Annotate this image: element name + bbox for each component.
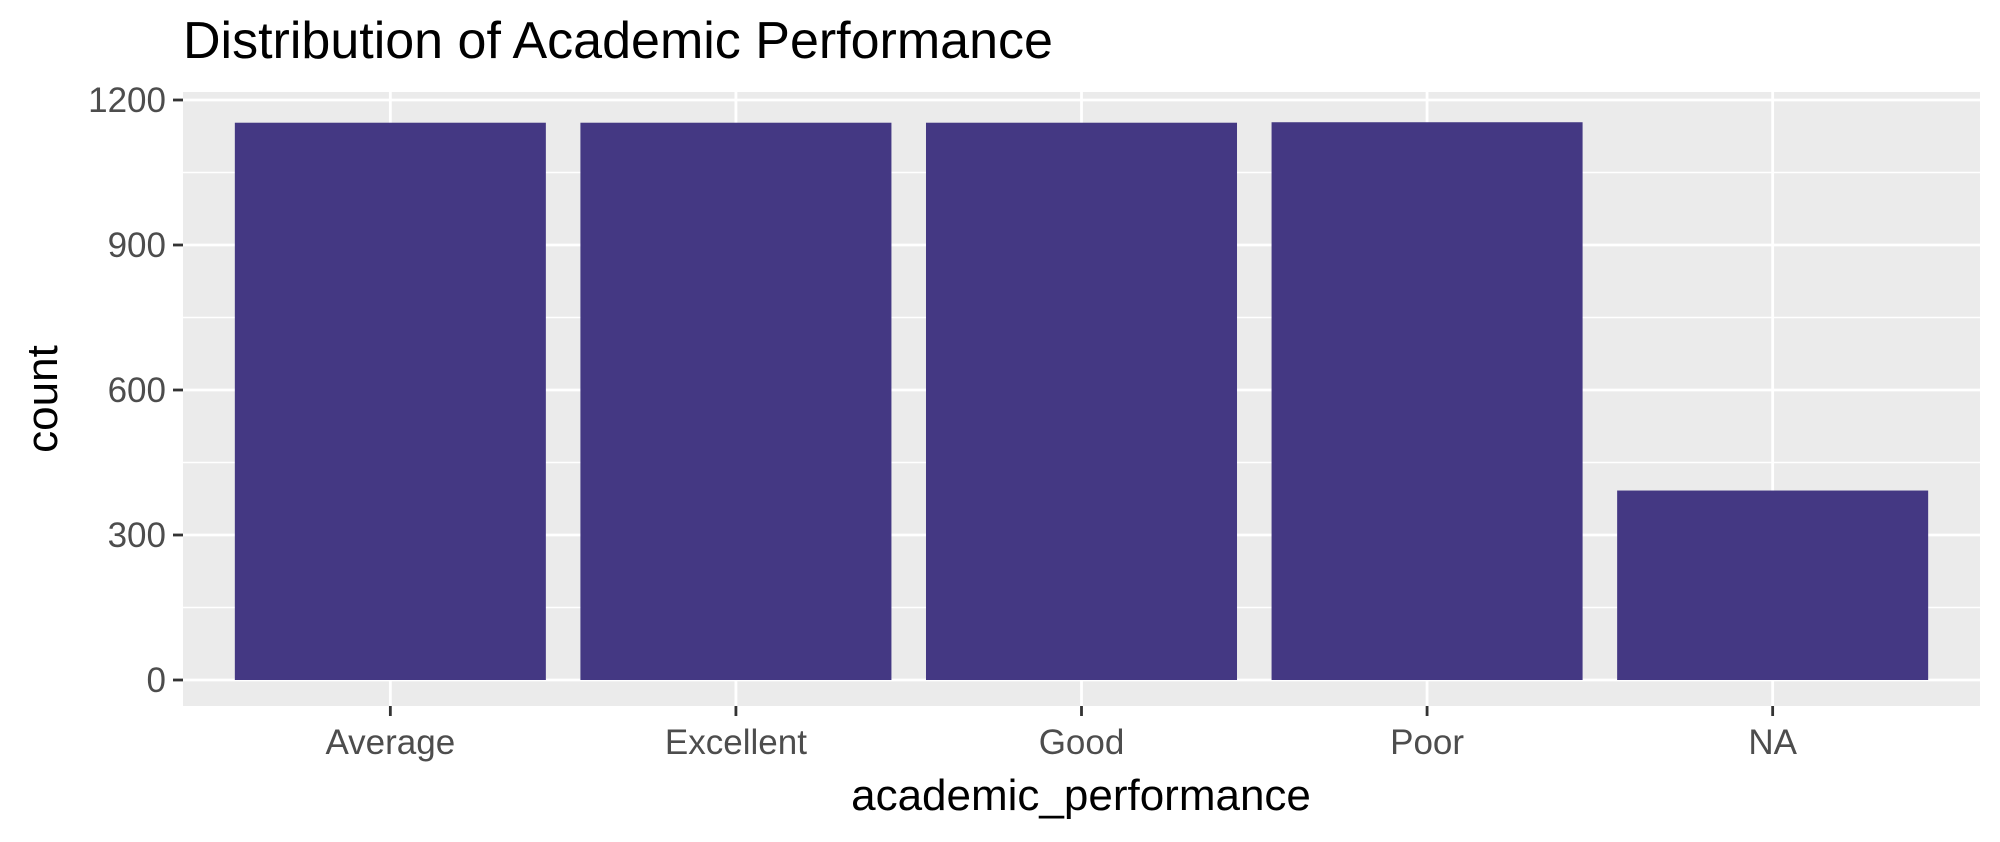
y-tick-label: 1200 bbox=[88, 81, 166, 120]
y-tick-label: 900 bbox=[108, 226, 166, 265]
x-tick-label: Excellent bbox=[665, 723, 807, 762]
bar-na bbox=[1617, 490, 1929, 680]
x-axis-title: academic_performance bbox=[851, 771, 1311, 820]
bar-good bbox=[925, 122, 1238, 680]
chart-title: Distribution of Academic Performance bbox=[183, 12, 1053, 70]
x-tick-label: Average bbox=[325, 723, 455, 762]
x-tick-label: Good bbox=[1039, 723, 1125, 762]
x-tick-label: Poor bbox=[1390, 723, 1464, 762]
y-axis-title: count bbox=[18, 345, 67, 453]
bar-average bbox=[234, 122, 546, 680]
y-tick-label: 0 bbox=[147, 661, 166, 700]
y-tick-label: 600 bbox=[108, 371, 166, 410]
x-axis: Average Excellent Good Poor NA bbox=[325, 706, 1798, 762]
y-tick-label: 300 bbox=[108, 516, 166, 555]
y-axis: 0 300 600 900 1200 bbox=[88, 81, 183, 700]
bar-poor bbox=[1271, 122, 1583, 680]
x-tick-label: NA bbox=[1748, 723, 1797, 762]
bars-group bbox=[234, 122, 1929, 680]
bar-excellent bbox=[580, 122, 892, 680]
